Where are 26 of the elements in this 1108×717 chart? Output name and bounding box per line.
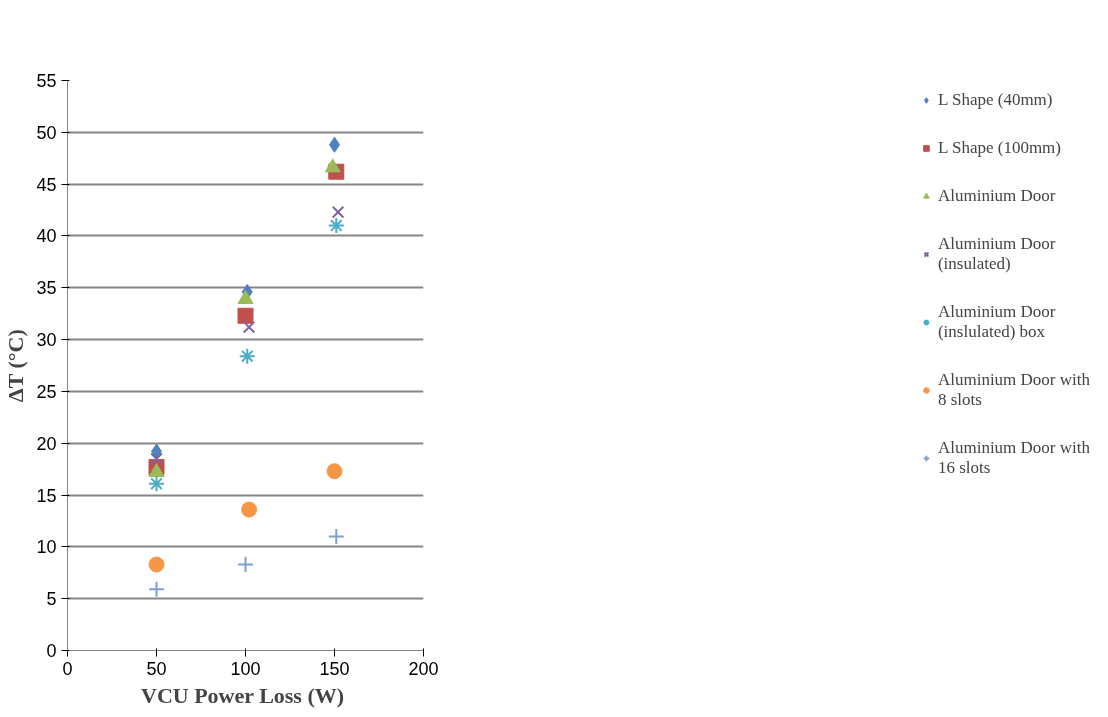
legend-label: L Shape (100mm)	[937, 138, 1062, 158]
y-tick-label: 0	[46, 641, 57, 661]
x-tick-label: 50	[146, 658, 167, 679]
x-tick-label: 100	[230, 658, 261, 679]
legend-label: Aluminium Door (insulated)	[937, 234, 1056, 274]
legend-label: L Shape (40mm)	[937, 90, 1053, 110]
y-tick-label: 45	[36, 174, 57, 195]
legend-label: Aluminium Door with 8 slots	[937, 370, 1090, 410]
y-tick-label: 15	[36, 485, 57, 506]
y-tick-label: 55	[36, 71, 57, 91]
x-tick-label: 0	[62, 658, 73, 679]
y-tick-label: 25	[36, 381, 57, 402]
y-tick-label: 10	[36, 537, 57, 558]
y-tick-label: 50	[36, 122, 57, 143]
y-tick-label: 40	[36, 226, 57, 247]
x-axis-title: VCU Power Loss (W)	[141, 682, 345, 708]
y-tick-label: 30	[36, 330, 57, 351]
legend-label: Aluminium Door (inslulated) box	[937, 302, 1056, 342]
y-tick-label: 5	[46, 589, 57, 610]
legend-label: Aluminium Door	[937, 186, 1056, 206]
legend-label: Aluminium Door with 16 slots	[937, 438, 1090, 478]
x-tick-label: 150	[319, 658, 350, 679]
y-tick-label: 35	[36, 278, 57, 299]
x-tick-label: 200	[408, 658, 439, 679]
y-tick-label: 20	[36, 433, 57, 454]
y-axis-title: ΔT (°C)	[3, 329, 29, 403]
